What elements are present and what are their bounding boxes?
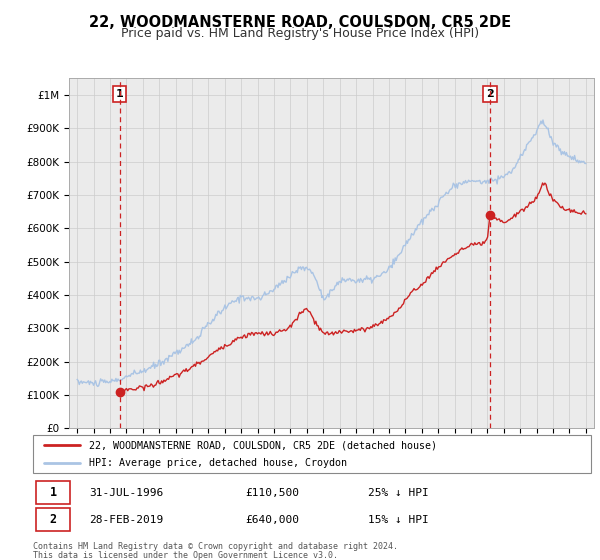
Text: 2: 2 — [486, 89, 494, 99]
Text: 31-JUL-1996: 31-JUL-1996 — [89, 488, 163, 497]
Text: Contains HM Land Registry data © Crown copyright and database right 2024.: Contains HM Land Registry data © Crown c… — [33, 542, 398, 550]
Text: £640,000: £640,000 — [245, 515, 299, 525]
Text: 22, WOODMANSTERNE ROAD, COULSDON, CR5 2DE (detached house): 22, WOODMANSTERNE ROAD, COULSDON, CR5 2D… — [89, 440, 437, 450]
Text: 2: 2 — [50, 513, 56, 526]
Text: This data is licensed under the Open Government Licence v3.0.: This data is licensed under the Open Gov… — [33, 551, 338, 560]
FancyBboxPatch shape — [33, 435, 591, 473]
Text: 1: 1 — [50, 486, 56, 499]
Text: 1: 1 — [116, 89, 124, 99]
Text: HPI: Average price, detached house, Croydon: HPI: Average price, detached house, Croy… — [89, 458, 347, 468]
Text: 22, WOODMANSTERNE ROAD, COULSDON, CR5 2DE: 22, WOODMANSTERNE ROAD, COULSDON, CR5 2D… — [89, 15, 511, 30]
Text: 25% ↓ HPI: 25% ↓ HPI — [368, 488, 428, 497]
Text: 28-FEB-2019: 28-FEB-2019 — [89, 515, 163, 525]
FancyBboxPatch shape — [36, 508, 70, 531]
Text: £110,500: £110,500 — [245, 488, 299, 497]
FancyBboxPatch shape — [36, 481, 70, 504]
Text: 15% ↓ HPI: 15% ↓ HPI — [368, 515, 428, 525]
Text: Price paid vs. HM Land Registry's House Price Index (HPI): Price paid vs. HM Land Registry's House … — [121, 27, 479, 40]
